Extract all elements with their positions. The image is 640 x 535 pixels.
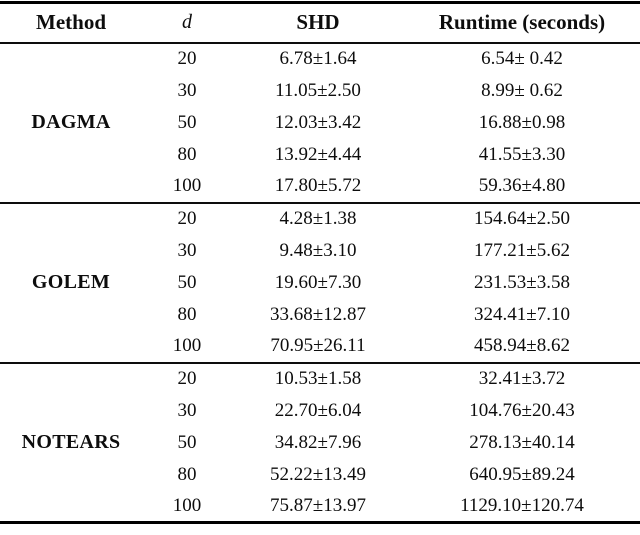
section-golem: GOLEM 20 4.28±1.38 154.64±2.50 30 9.48±3… bbox=[0, 202, 640, 363]
d-value: 80 bbox=[177, 143, 197, 165]
runtime-value: 16.88±0.98 bbox=[478, 111, 566, 133]
d-value: 50 bbox=[177, 431, 197, 453]
d-value: 100 bbox=[172, 175, 202, 196]
table-header: Method d SHD Runtime (seconds) bbox=[0, 3, 640, 43]
shd-value: 22.70±6.04 bbox=[274, 399, 362, 421]
d-value: 100 bbox=[172, 494, 202, 516]
table-row: 80 33.68±12.87 324.41±7.10 bbox=[0, 299, 640, 331]
table-row: DAGMA 20 6.78±1.64 6.54± 0.42 bbox=[0, 43, 640, 133]
table-row: 30 11.05±2.50 8.99± 0.62 bbox=[0, 75, 640, 107]
d-value: 30 bbox=[177, 79, 197, 101]
table-row: 50 19.60±7.30 231.53±3.58 bbox=[0, 267, 640, 299]
table-row: 100 17.80±5.72 59.36±4.80 bbox=[0, 171, 640, 203]
table-row: GOLEM 20 4.28±1.38 154.64±2.50 bbox=[0, 203, 640, 293]
table-row: 30 22.70±6.04 104.76±20.43 bbox=[0, 395, 640, 427]
runtime-value: 32.41±3.72 bbox=[478, 368, 566, 389]
d-value: 20 bbox=[177, 208, 197, 229]
shd-value: 12.03±3.42 bbox=[274, 111, 362, 133]
table-row: 80 13.92±4.44 41.55±3.30 bbox=[0, 139, 640, 171]
shd-value: 4.28±1.38 bbox=[279, 208, 357, 229]
table-row: 50 34.82±7.96 278.13±40.14 bbox=[0, 427, 640, 459]
runtime-value: 104.76±20.43 bbox=[469, 399, 575, 421]
table-row: 100 75.87±13.97 1129.10±120.74 bbox=[0, 491, 640, 523]
d-value: 20 bbox=[177, 368, 197, 389]
runtime-value: 59.36±4.80 bbox=[478, 175, 566, 196]
runtime-value: 6.54± 0.42 bbox=[481, 48, 563, 69]
shd-value: 17.80±5.72 bbox=[274, 175, 362, 196]
shd-value: 75.87±13.97 bbox=[270, 494, 366, 516]
shd-value: 11.05±2.50 bbox=[275, 79, 361, 101]
header-runtime: Runtime (seconds) bbox=[438, 10, 606, 35]
runtime-value: 640.95±89.24 bbox=[469, 463, 575, 485]
section-dagma: DAGMA 20 6.78±1.64 6.54± 0.42 30 11.05±2… bbox=[0, 43, 640, 203]
shd-value: 33.68±12.87 bbox=[270, 303, 366, 325]
d-value: 50 bbox=[177, 271, 197, 293]
d-value: 100 bbox=[172, 335, 202, 356]
shd-value: 6.78±1.64 bbox=[279, 48, 357, 69]
d-value: 30 bbox=[177, 239, 197, 261]
header-row: Method d SHD Runtime (seconds) bbox=[0, 3, 640, 43]
d-value: 80 bbox=[177, 303, 197, 325]
method-label: DAGMA bbox=[31, 111, 111, 133]
runtime-value: 324.41±7.10 bbox=[474, 303, 570, 325]
shd-value: 52.22±13.49 bbox=[270, 463, 366, 485]
d-value: 20 bbox=[177, 48, 197, 69]
header-method: Method bbox=[36, 10, 106, 35]
shd-value: 13.92±4.44 bbox=[274, 143, 362, 165]
section-notears: NOTEARS 20 10.53±1.58 32.41±3.72 30 22.7… bbox=[0, 362, 640, 523]
runtime-value: 8.99± 0.62 bbox=[481, 79, 563, 101]
runtime-value: 278.13±40.14 bbox=[469, 431, 575, 453]
d-value: 80 bbox=[177, 463, 197, 485]
shd-value: 10.53±1.58 bbox=[274, 368, 362, 389]
table-row: 50 12.03±3.42 16.88±0.98 bbox=[0, 107, 640, 139]
runtime-value: 1129.10±120.74 bbox=[460, 494, 584, 516]
method-label: NOTEARS bbox=[21, 430, 121, 453]
table-row: NOTEARS 20 10.53±1.58 32.41±3.72 bbox=[0, 363, 640, 453]
shd-value: 70.95±26.11 bbox=[270, 335, 366, 356]
table-row: 100 70.95±26.11 458.94±8.62 bbox=[0, 331, 640, 363]
shd-value: 19.60±7.30 bbox=[274, 271, 362, 293]
method-label: GOLEM bbox=[31, 271, 111, 293]
table-row: 30 9.48±3.10 177.21±5.62 bbox=[0, 235, 640, 267]
table-row: 80 52.22±13.49 640.95±89.24 bbox=[0, 459, 640, 491]
shd-value: 9.48±3.10 bbox=[279, 239, 357, 261]
runtime-value: 231.53±3.58 bbox=[474, 271, 570, 293]
d-value: 50 bbox=[177, 111, 197, 133]
header-d: d bbox=[182, 11, 192, 34]
runtime-value: 177.21±5.62 bbox=[474, 239, 570, 261]
runtime-value: 154.64±2.50 bbox=[474, 208, 570, 229]
shd-value: 34.82±7.96 bbox=[274, 431, 362, 453]
results-table: Method d SHD Runtime (seconds) DAGMA 20 … bbox=[0, 1, 640, 524]
runtime-value: 41.55±3.30 bbox=[478, 143, 566, 165]
header-shd: SHD bbox=[296, 10, 340, 35]
d-value: 30 bbox=[177, 399, 197, 421]
runtime-value: 458.94±8.62 bbox=[474, 335, 570, 356]
